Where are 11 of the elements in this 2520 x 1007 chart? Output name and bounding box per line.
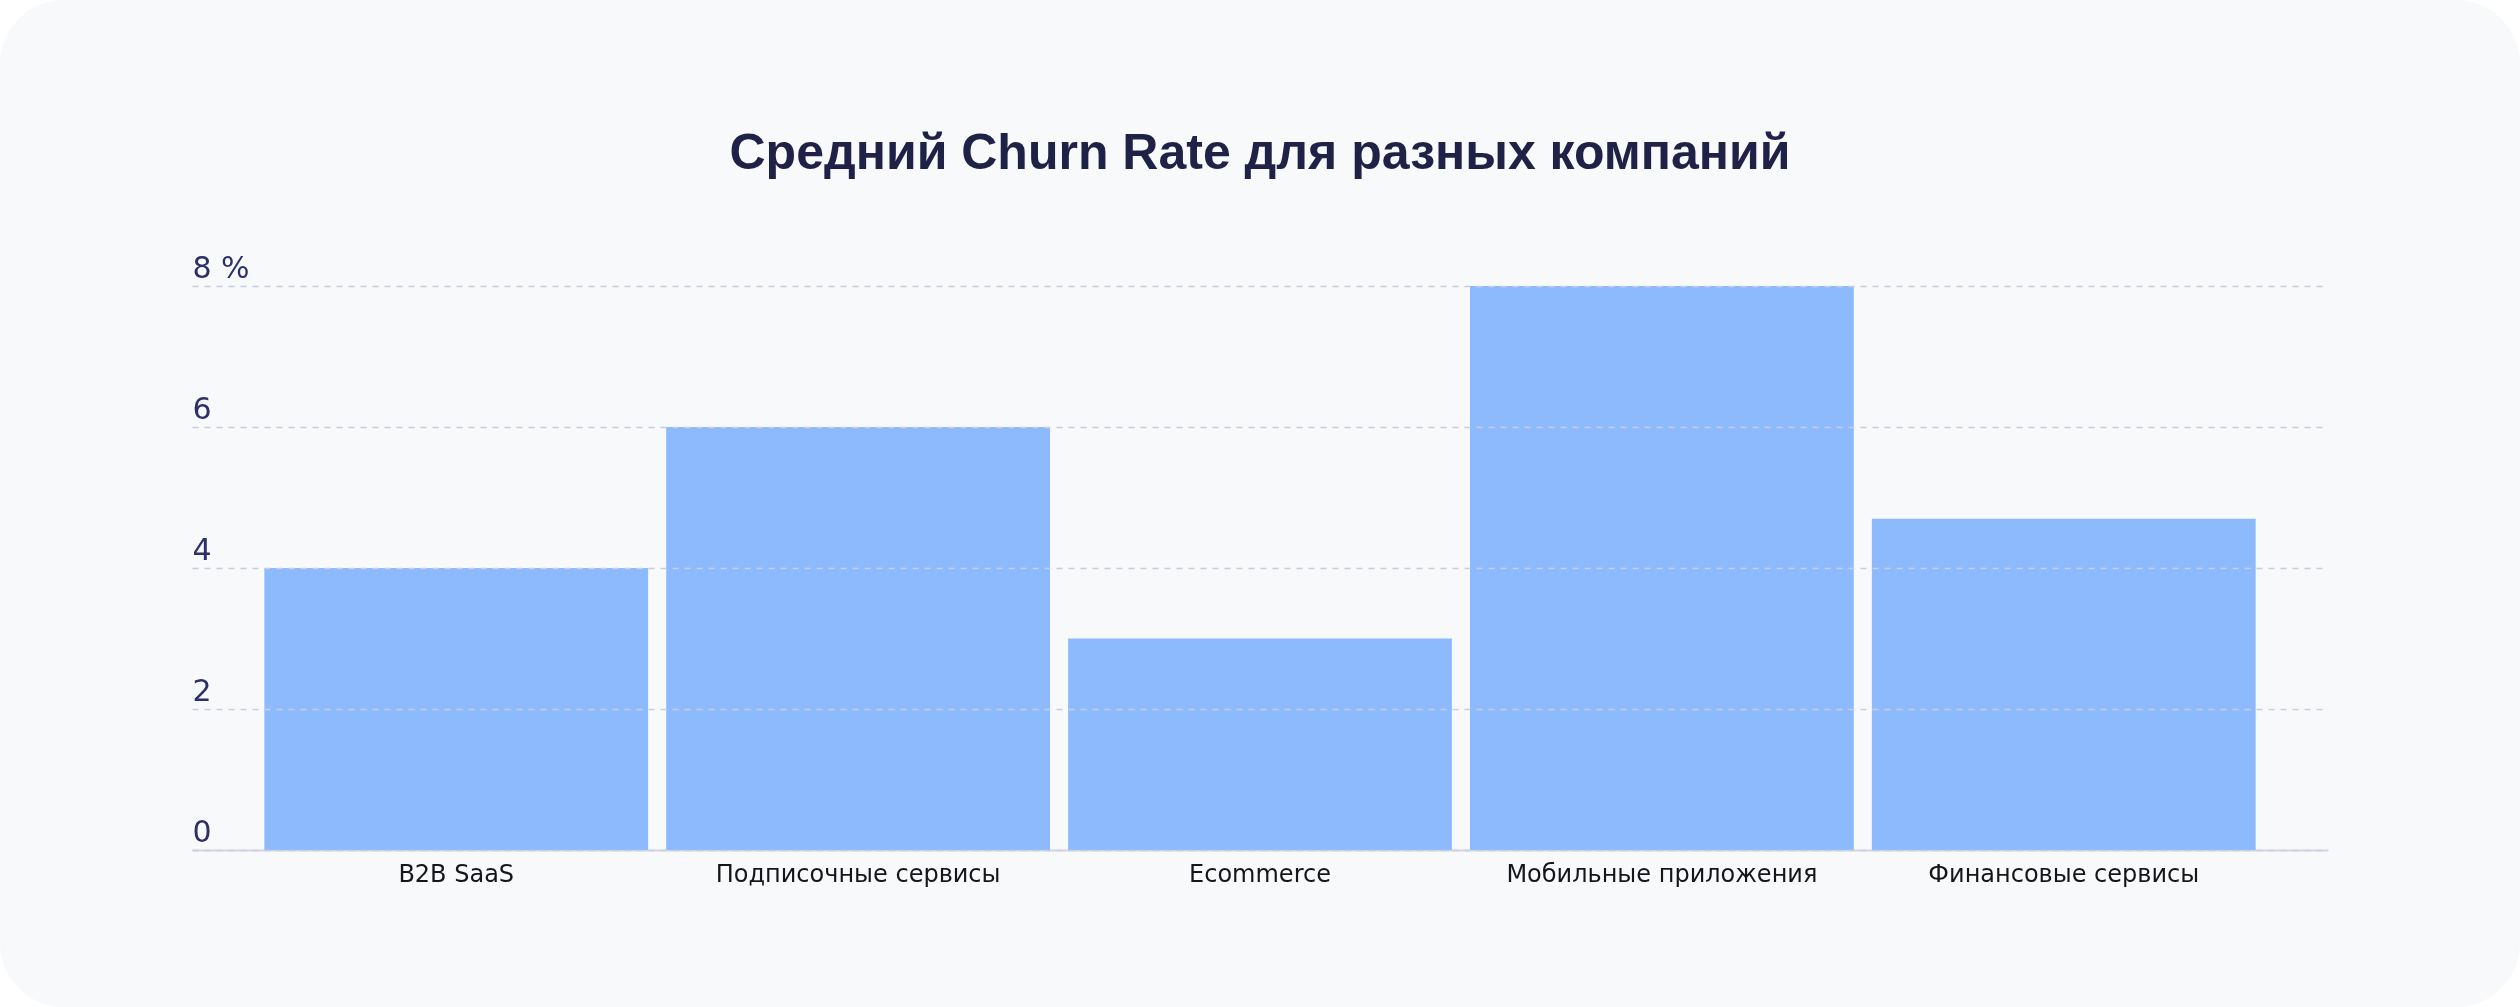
x-tick-label: B2B SaaS	[398, 859, 515, 888]
x-tick-label: Мобильные приложения	[1506, 859, 1818, 888]
x-tick-label: Ecommerce	[1189, 859, 1331, 888]
y-tick-label: 2	[192, 672, 212, 708]
y-tick-label: 4	[192, 531, 212, 567]
chart-title: Средний Churn Rate для разных компаний	[729, 124, 1791, 180]
y-tick-label: 6	[192, 390, 212, 426]
x-tick-label: Финансовые сервисы	[1928, 859, 2200, 888]
y-tick-label: 8 %	[192, 249, 250, 285]
x-tick-label: Подписочные сервисы	[715, 859, 1001, 888]
y-tick-label: 0	[192, 813, 212, 849]
